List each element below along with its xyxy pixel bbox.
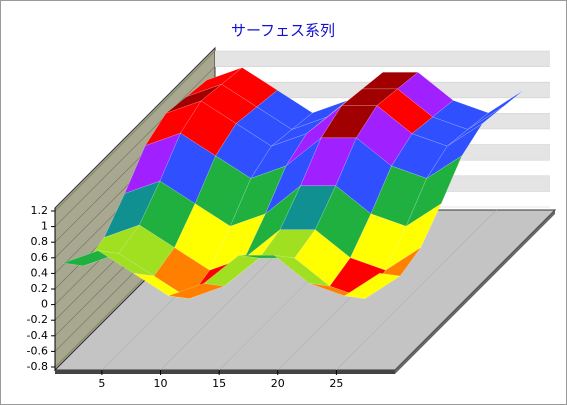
back-stripe [215,51,550,67]
grid-line [336,209,497,371]
surface-cell [447,106,504,147]
y-tick-label: 0.4 [31,266,49,279]
grid-line [54,50,216,212]
surface-cell [343,272,401,299]
x-tick-label: 15 [212,377,226,390]
y-tick-label: 0.8 [31,235,49,248]
surface-cell [405,155,463,227]
y-tick-label: 0 [41,298,48,311]
y-tick-label: 1.2 [31,204,49,217]
x-tick-label: 20 [271,377,285,390]
grid-line [54,66,216,227]
x-tick-label: 10 [154,377,168,390]
y-tick-label: -0.6 [27,344,48,357]
floor-edge [55,370,395,374]
y-tick-label: -0.2 [27,313,48,326]
x-tick-label: 25 [329,377,343,390]
y-tick-label: 0.2 [31,282,49,295]
y-tick-label: 1 [41,220,48,233]
y-tick-label: -0.4 [27,329,48,342]
y-tick-label: 0.6 [31,251,49,264]
floor-edge [395,210,555,374]
y-tick-label: -0.8 [27,360,48,373]
x-tick-label: 5 [98,377,105,390]
chart-title: サーフェス系列 [231,22,335,40]
surface-cell [384,203,442,271]
